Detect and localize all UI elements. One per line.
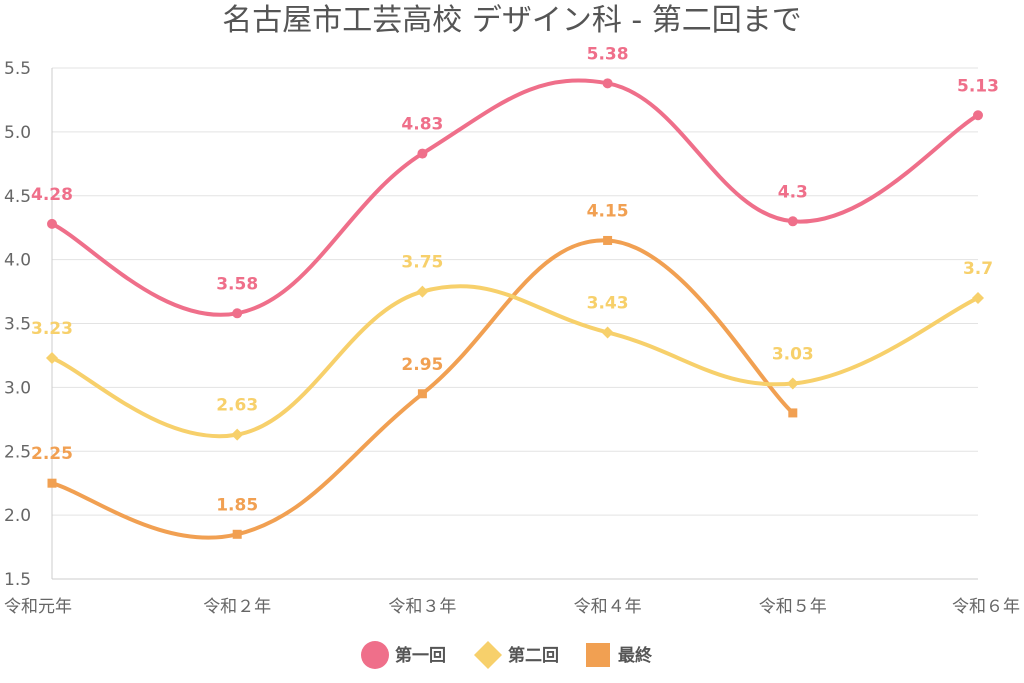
legend-label: 第二回 [508, 645, 559, 666]
y-tick-label: 1.5 [4, 570, 31, 590]
data-point [973, 110, 983, 121]
series-第一回 [47, 78, 983, 319]
y-tick-label: 4.0 [4, 251, 31, 271]
data-label: 3.03 [772, 345, 814, 365]
data-point [232, 529, 242, 539]
y-tick-label: 3.0 [4, 378, 31, 398]
legend-label: 第一回 [395, 645, 446, 666]
legend-swatch [474, 641, 502, 669]
y-tick-label: 3.5 [4, 315, 31, 335]
data-point [417, 389, 427, 399]
y-tick-label: 2.0 [4, 506, 31, 526]
data-label: 3.75 [401, 253, 443, 273]
data-point [788, 408, 798, 418]
y-axis: 1.5 2.0 2.5 3.0 3.5 4.0 4.5 5.0 5.5 [4, 59, 53, 590]
x-tick-label: 令和３年 [388, 597, 456, 617]
legend: 第一回 第二回 最終 [361, 641, 653, 669]
data-label: 3.58 [216, 274, 258, 294]
data-label: 4.15 [587, 201, 629, 221]
x-axis: 令和元年 令和２年 令和３年 令和４年 令和５年 令和６年 [4, 578, 1020, 617]
data-label: 1.85 [216, 495, 258, 515]
data-point [601, 326, 614, 339]
series-第二回 [46, 284, 984, 441]
x-tick-label: 令和６年 [952, 597, 1020, 617]
legend-label: 最終 [618, 645, 653, 666]
data-label: 4.3 [778, 182, 808, 202]
data-label: 2.95 [401, 355, 443, 375]
series-layer [46, 78, 984, 540]
x-tick-label: 令和５年 [759, 597, 827, 617]
x-tick-label: 令和元年 [4, 597, 72, 617]
data-point [603, 235, 613, 245]
data-label: 5.38 [587, 44, 629, 64]
y-tick-label: 2.5 [4, 442, 31, 462]
x-tick-label: 令和２年 [203, 597, 271, 617]
legend-swatch [586, 643, 610, 667]
gridlines [52, 67, 978, 580]
data-point [47, 218, 57, 229]
data-point [416, 285, 429, 298]
legend-item-第一回: 第一回 [361, 641, 446, 669]
x-tick-label: 令和４年 [574, 597, 642, 617]
data-label: 4.28 [31, 185, 73, 205]
data-point [417, 148, 428, 159]
data-label: 3.7 [963, 259, 993, 279]
y-tick-label: 5.5 [4, 59, 31, 79]
series-最終 [47, 235, 798, 540]
data-label: 2.63 [216, 396, 258, 416]
data-label: 3.43 [587, 293, 629, 313]
y-tick-label: 4.5 [4, 187, 31, 207]
legend-swatch [361, 641, 389, 669]
data-label: 4.83 [401, 115, 443, 135]
data-point [232, 308, 243, 319]
chart-title: 名古屋市工芸高校 デザイン科 - 第二回まで [222, 3, 801, 38]
data-label: 5.13 [957, 76, 999, 96]
data-point [972, 291, 984, 304]
data-point [46, 351, 58, 364]
series-line [50, 238, 795, 540]
data-labels: 4.28 3.58 4.83 5.38 4.3 5.13 3.23 2.63 3.75 3.43 3… [31, 44, 999, 515]
series-line [50, 284, 980, 439]
legend-item-第二回: 第二回 [474, 641, 559, 669]
data-point [602, 78, 613, 89]
data-point [231, 428, 244, 441]
data-label: 3.23 [31, 319, 73, 339]
legend-item-最終: 最終 [586, 643, 653, 667]
data-point [786, 377, 799, 390]
data-point [787, 216, 798, 227]
data-point [47, 478, 57, 488]
data-label: 2.25 [31, 444, 73, 464]
y-tick-label: 5.0 [4, 123, 31, 143]
series-line [50, 78, 980, 317]
